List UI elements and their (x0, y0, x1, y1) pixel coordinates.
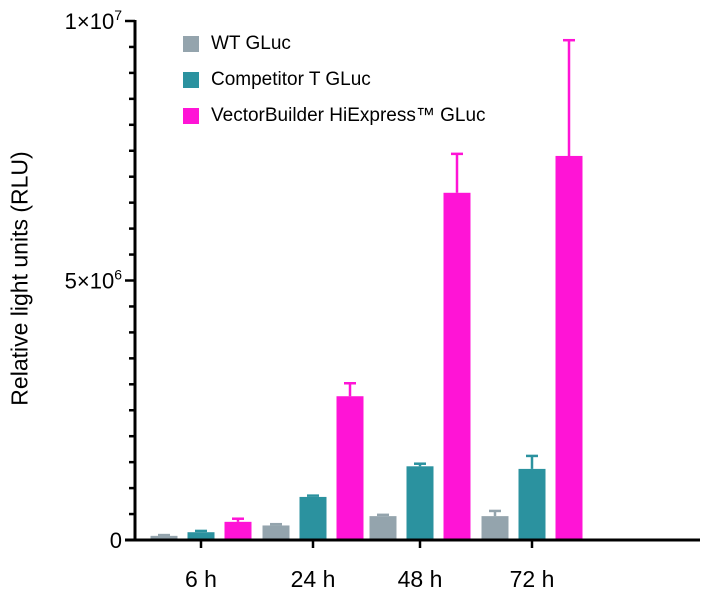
bar-72h-0 (481, 516, 509, 540)
bar-6h-1 (187, 532, 215, 540)
legend-item-vectorbuilder: VectorBuilder HiExpress™ GLuc (183, 98, 486, 134)
x-tick-label: 48 h (398, 566, 443, 592)
y-axis-title: Relative light units (RLU) (6, 151, 33, 406)
legend-label-competitor: Competitor T GLuc (211, 69, 371, 90)
legend-swatch-competitor (183, 72, 199, 88)
legend: WT GLuc Competitor T GLuc VectorBuilder … (183, 26, 486, 134)
error-cap (377, 513, 389, 517)
legend-swatch-wt (183, 36, 199, 52)
y-tick-label: 0 (110, 528, 122, 553)
legend-swatch-vectorbuilder (183, 108, 199, 124)
legend-item-wt: WT GLuc (183, 26, 486, 62)
bar-24h-1 (299, 496, 327, 540)
bar-6h-2 (224, 521, 252, 540)
y-tick-label: 1×107 (65, 7, 123, 34)
bar-48h-2 (443, 192, 471, 540)
bar-48h-1 (406, 466, 434, 540)
bar-6h-0 (150, 535, 178, 540)
bar-24h-2 (336, 396, 364, 540)
x-tick-label: 72 h (510, 566, 555, 592)
bar-72h-1 (518, 468, 546, 540)
bar-48h-0 (369, 516, 397, 540)
bar-72h-2 (555, 155, 583, 540)
error-cap (195, 529, 207, 533)
error-cap (158, 533, 170, 537)
y-tick-label: 5×106 (65, 267, 123, 294)
x-tick-label: 24 h (291, 566, 336, 592)
error-cap (270, 522, 282, 526)
bar-24h-0 (262, 525, 290, 540)
error-cap (307, 494, 319, 497)
axes-group: 6 h 24 h 48 h 72 h 0 5×106 1×107 (65, 7, 700, 592)
legend-label-wt: WT GLuc (211, 33, 291, 54)
x-tick-label: 6 h (185, 566, 217, 592)
legend-label-vectorbuilder: VectorBuilder HiExpress™ GLuc (211, 105, 486, 126)
bars-group (150, 38, 583, 540)
legend-item-competitor: Competitor T GLuc (183, 62, 486, 98)
